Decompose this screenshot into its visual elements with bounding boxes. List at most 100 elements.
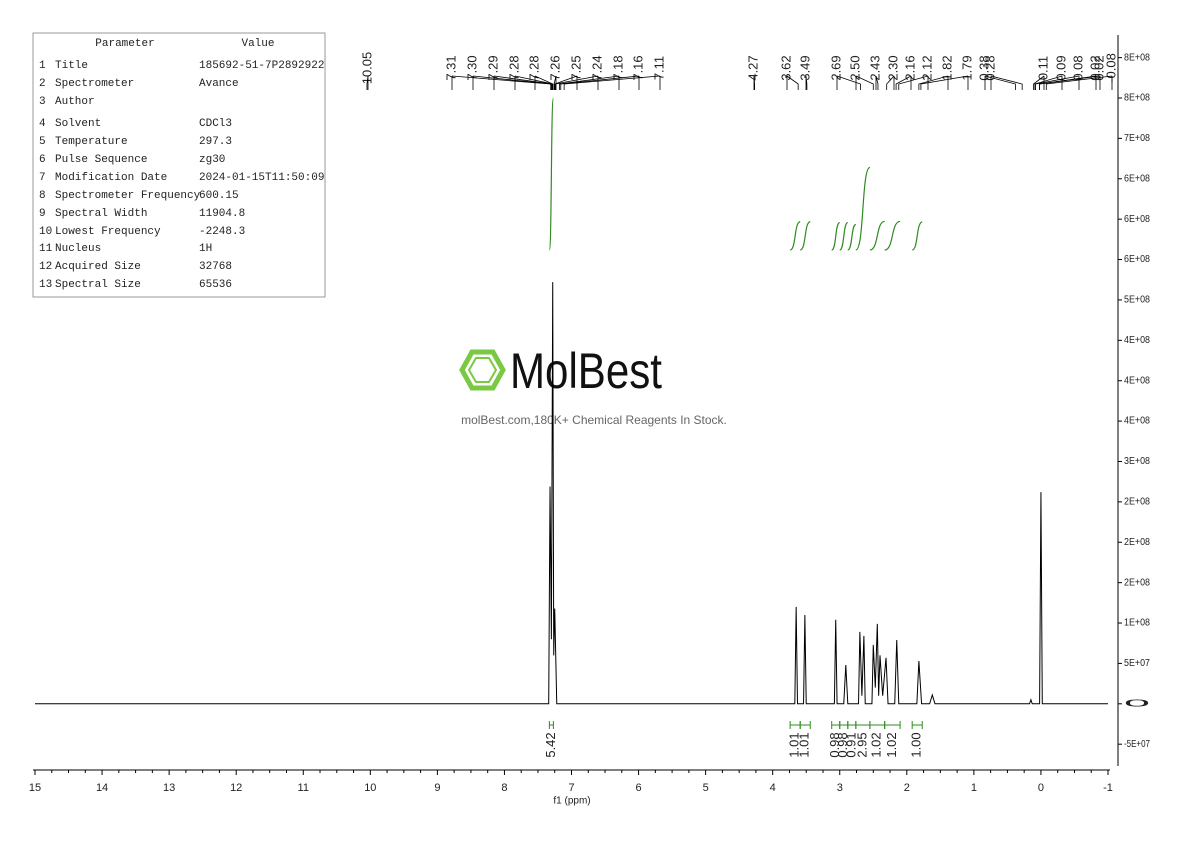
parameter-value: 185692-51-7P2892922 [199, 60, 324, 72]
peak-label: 2.16 [902, 55, 917, 80]
parameter-name: Spectrometer [55, 78, 134, 90]
parameter-name: Spectral Size [55, 279, 141, 291]
y-tick-label: 7E+08 [1124, 133, 1150, 144]
parameter-name: Modification Date [55, 172, 167, 184]
integral-label: 1.00 [909, 732, 924, 757]
y-tick-label: 0 [1124, 698, 1152, 709]
logo-text: MolBest [510, 343, 662, 399]
peak-label: -0.08 [1103, 53, 1118, 83]
y-tick-label: 6E+08 [1124, 254, 1150, 265]
y-tick-label: 2E+08 [1124, 497, 1150, 508]
parameter-name: Temperature [55, 136, 128, 148]
integral-curve [839, 221, 849, 251]
table-header: Value [241, 38, 274, 50]
peak-label: 10.05 [359, 52, 374, 85]
peak-connector [786, 75, 799, 90]
parameter-value: 600.15 [199, 190, 239, 202]
parameter-name: Title [55, 60, 88, 72]
y-tick-label: 5E+08 [1124, 295, 1150, 306]
x-tick-label: 12 [230, 782, 242, 794]
x-tick-label: 5 [703, 782, 709, 794]
peak-label: 0.28 [982, 55, 997, 80]
peak-label: 1.82 [939, 55, 954, 80]
peak-connector [366, 75, 369, 90]
peak-label: 7.29 [485, 55, 500, 80]
y-tick-label: 6E+08 [1124, 214, 1150, 225]
parameter-name: Pulse Sequence [55, 154, 147, 166]
peak-connector [990, 75, 1023, 90]
peak-label: 2.12 [919, 55, 934, 80]
integral-bracket [847, 721, 857, 729]
peak-connector [534, 75, 554, 90]
peak-connector [553, 75, 557, 90]
parameter-value: CDCl3 [199, 118, 232, 130]
parameter-value: -2248.3 [199, 226, 245, 238]
x-tick-label: 2 [904, 782, 910, 794]
x-tick-label: 13 [163, 782, 175, 794]
peak-connector [920, 75, 969, 90]
parameter-value: Avance [199, 78, 239, 90]
integral-curve [911, 221, 923, 251]
peak-label: 4.27 [745, 55, 760, 80]
parameter-name: Solvent [55, 118, 101, 130]
y-tick-label: 2E+08 [1124, 537, 1150, 548]
parameter-name: Lowest Frequency [55, 226, 161, 238]
y-tick-label: -5E+07 [1124, 739, 1150, 750]
row-number: 5 [39, 136, 46, 148]
peak-label: 7.18 [610, 55, 625, 80]
peak-connector [918, 75, 949, 90]
peak-label: 7.25 [568, 55, 583, 80]
y-tick-label: 4E+08 [1124, 416, 1150, 427]
row-number: 4 [39, 118, 46, 130]
peak-connector [563, 75, 661, 90]
peak-connector [555, 75, 599, 90]
x-tick-label: 9 [434, 782, 440, 794]
parameter-name: Nucleus [55, 243, 101, 255]
integral-label: 5.42 [543, 732, 558, 757]
integral-bracket [911, 721, 923, 729]
peak-label: 7.26 [547, 55, 562, 80]
integral-label: 1.01 [797, 732, 812, 757]
peak-label: 2.69 [828, 55, 843, 80]
integral-label: 0.91 [843, 732, 858, 757]
peak-connector [1039, 75, 1101, 90]
integral-bracket [884, 721, 901, 729]
peak-label: 7.16 [630, 55, 645, 80]
integral-curve [847, 223, 857, 251]
peak-connector [895, 75, 912, 90]
row-number: 12 [39, 261, 52, 273]
parameter-value: 2024-01-15T11:50:09 [199, 172, 324, 184]
row-number: 3 [39, 96, 46, 108]
integral-label: 0.98 [827, 732, 842, 757]
peak-connector [875, 75, 879, 90]
integral-curve [831, 221, 841, 251]
integral-curve [548, 97, 554, 251]
integral-curve [789, 221, 801, 251]
integral-curve [855, 166, 871, 251]
peak-connector [984, 75, 1016, 90]
peak-connector [855, 75, 874, 90]
integral-curve [799, 221, 811, 251]
x-tick-label: 0 [1038, 782, 1044, 794]
y-tick-label: 8E+08 [1124, 93, 1150, 104]
y-tick-label: 6E+08 [1124, 173, 1150, 184]
x-axis-label: f1 (ppm) [553, 796, 590, 807]
parameter-name: Spectrometer Frequency [55, 190, 201, 202]
peak-connector [560, 75, 640, 90]
parameter-name: Author [55, 96, 95, 108]
peak-connector [836, 75, 861, 90]
x-tick-label: 8 [501, 782, 507, 794]
peak-label: 3.49 [797, 55, 812, 80]
integral-label: 1.02 [884, 732, 899, 757]
parameter-name: Spectral Width [55, 208, 147, 220]
integral-bracket [869, 721, 886, 729]
x-tick-label: 1 [971, 782, 977, 794]
peak-connector [805, 75, 808, 90]
peak-connector [886, 75, 895, 90]
row-number: 6 [39, 154, 46, 166]
peak-label: 0.11 [1035, 56, 1050, 80]
y-tick-label: 8E+08 [1124, 52, 1150, 63]
peak-label: 0.02 [1087, 55, 1102, 80]
integral-label: 1.02 [869, 732, 884, 757]
peak-label: 0.09 [1053, 55, 1068, 80]
